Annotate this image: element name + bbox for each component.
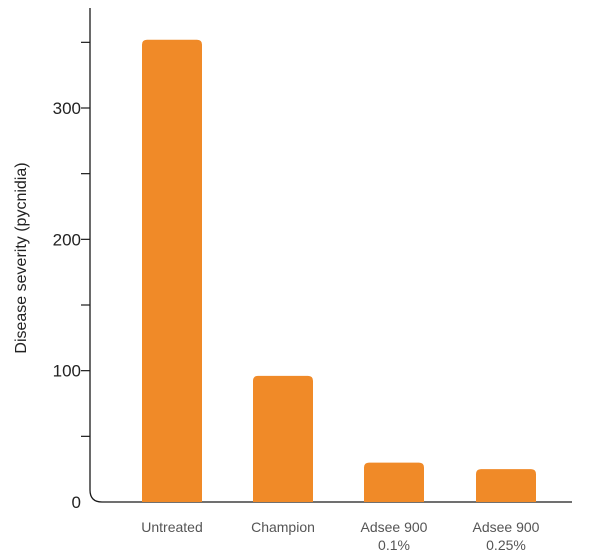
axes <box>89 8 572 503</box>
x-tick-label: Adsee 900 <box>361 519 428 535</box>
y-ticks: 0 100 200 300 <box>53 41 90 512</box>
bar <box>364 462 424 502</box>
x-tick-label: 0.1% <box>378 537 410 553</box>
bars <box>142 39 536 502</box>
y-tick-label: 300 <box>53 99 81 118</box>
x-tick-label: Adsee 900 <box>473 519 540 535</box>
x-tick-label: 0.25% <box>486 537 526 553</box>
y-tick-label: 200 <box>53 230 81 249</box>
y-tick-label: 0 <box>72 493 81 512</box>
x-tick-label: Champion <box>251 519 315 535</box>
y-tick-label: 100 <box>53 362 81 381</box>
y-axis-title: Disease severity (pycnidia) <box>13 162 30 353</box>
x-tick-label: Untreated <box>141 519 202 535</box>
x-tick-labels: Untreated Champion Adsee 900 0.1% Adsee 900 0… <box>141 519 539 553</box>
bar <box>476 469 536 502</box>
axis-lines <box>89 8 572 503</box>
bar <box>253 375 313 502</box>
bar <box>142 39 202 502</box>
